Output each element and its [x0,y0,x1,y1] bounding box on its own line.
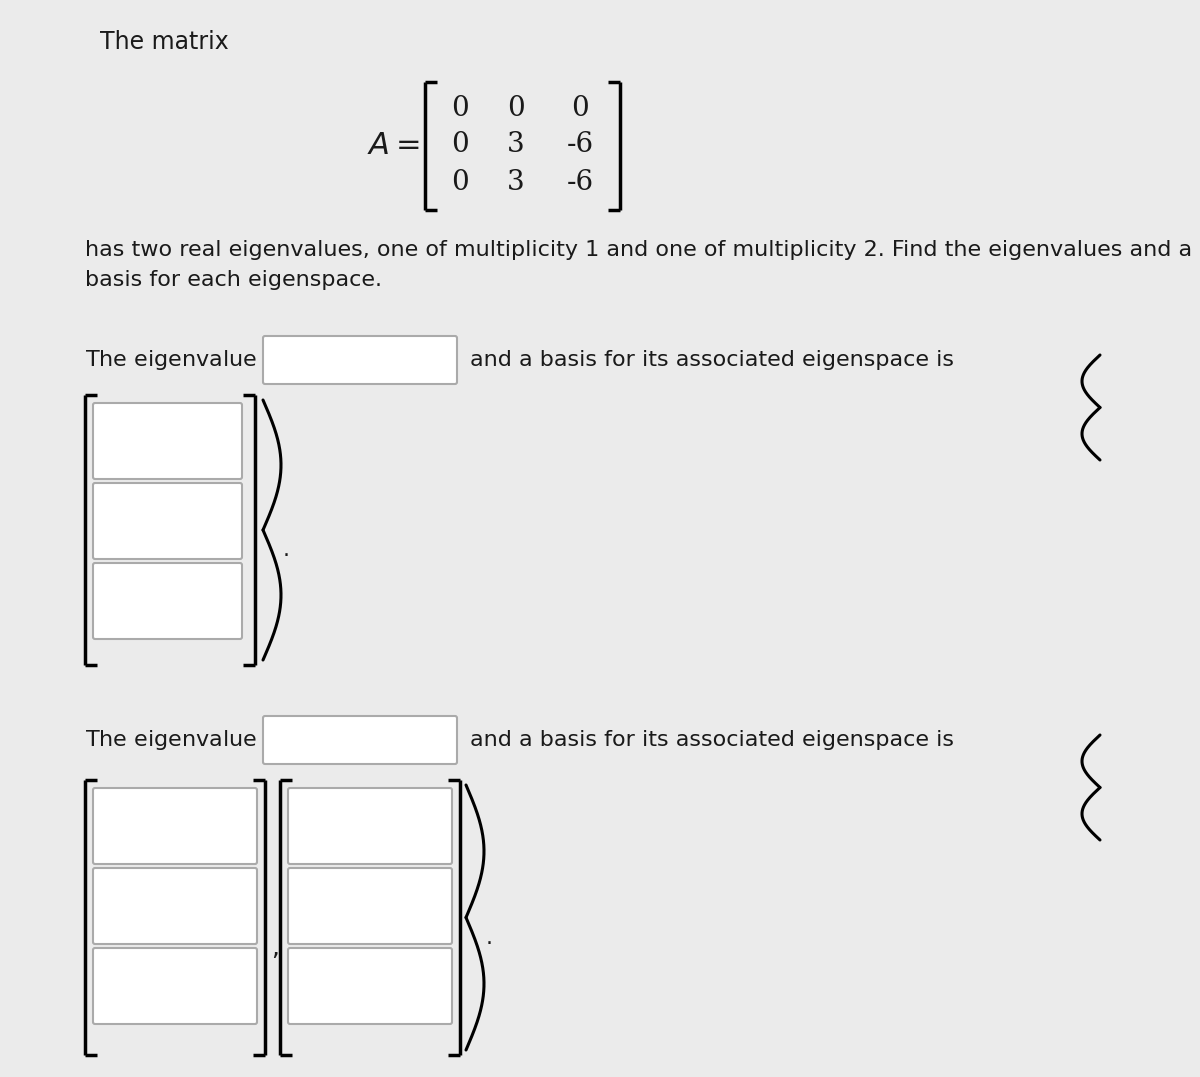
Text: -6: -6 [566,169,594,196]
Text: .: . [486,927,493,948]
Text: has two real eigenvalues, one of multiplicity 1 and one of multiplicity 2. Find : has two real eigenvalues, one of multipl… [85,240,1192,260]
Text: 0: 0 [451,131,469,158]
FancyBboxPatch shape [263,336,457,384]
Text: basis for each eigenspace.: basis for each eigenspace. [85,270,382,290]
Text: -6: -6 [566,131,594,158]
FancyBboxPatch shape [263,716,457,764]
Text: and a basis for its associated eigenspace is: and a basis for its associated eigenspac… [470,350,954,370]
Text: 0: 0 [571,95,589,122]
Text: The matrix: The matrix [100,30,229,54]
FancyBboxPatch shape [94,482,242,559]
FancyBboxPatch shape [94,563,242,639]
FancyBboxPatch shape [94,948,257,1024]
Text: 3: 3 [508,131,524,158]
FancyBboxPatch shape [288,788,452,864]
Text: $A =$: $A =$ [367,129,420,160]
FancyBboxPatch shape [94,788,257,864]
Text: The eigenvalue $\lambda_2$ is: The eigenvalue $\lambda_2$ is [85,728,312,752]
FancyBboxPatch shape [94,868,257,945]
FancyBboxPatch shape [288,948,452,1024]
Text: 0: 0 [508,95,524,122]
Text: and a basis for its associated eigenspace is: and a basis for its associated eigenspac… [470,730,954,750]
FancyBboxPatch shape [288,868,452,945]
Text: 3: 3 [508,169,524,196]
Text: ,: , [271,936,278,960]
Text: 0: 0 [451,95,469,122]
Text: 0: 0 [451,169,469,196]
Text: The eigenvalue $\lambda_1$ is: The eigenvalue $\lambda_1$ is [85,348,312,372]
Text: .: . [283,540,290,560]
FancyBboxPatch shape [94,403,242,479]
